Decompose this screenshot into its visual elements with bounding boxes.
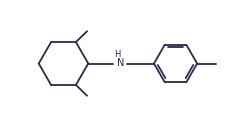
Text: H: H [115,50,121,59]
Text: N: N [117,59,124,68]
